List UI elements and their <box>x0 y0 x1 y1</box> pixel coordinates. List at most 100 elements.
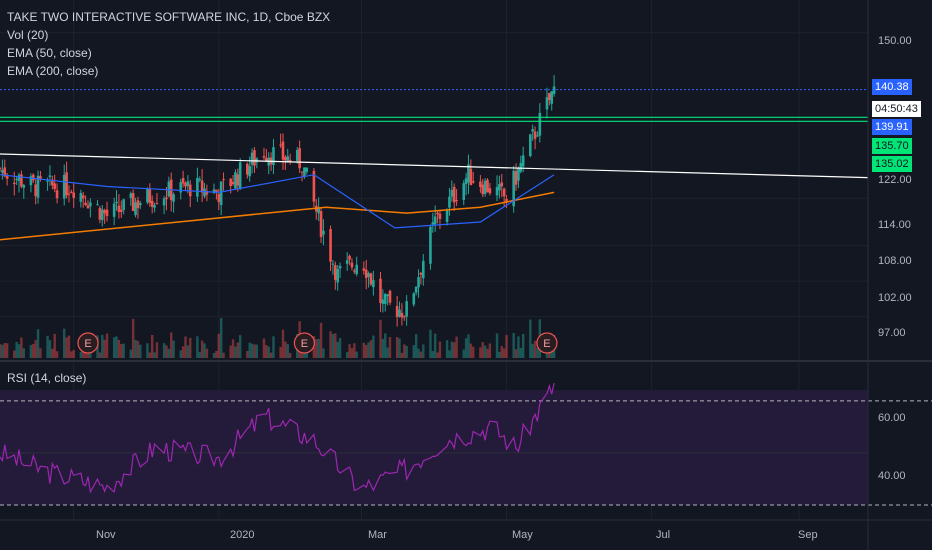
candle-body <box>514 171 518 185</box>
volume-bar <box>203 343 206 358</box>
candle-body <box>355 264 359 275</box>
volume-bar <box>79 351 83 358</box>
candle-body <box>345 260 349 264</box>
volume-legend[interactable]: Vol (20) <box>7 28 49 42</box>
volume-bar <box>315 339 318 358</box>
candle-body <box>205 190 209 195</box>
volume-bar <box>129 349 132 358</box>
candle-body <box>217 193 221 203</box>
volume-bar <box>438 341 442 358</box>
candle-body <box>329 229 332 262</box>
candle-body <box>46 180 49 182</box>
volume-bar <box>281 329 285 358</box>
candle-body <box>531 129 534 132</box>
volume-bar <box>467 334 470 358</box>
volume-bar <box>412 345 415 358</box>
candle-body <box>455 199 458 202</box>
volume-bar <box>196 336 199 358</box>
volume-bar <box>122 343 125 358</box>
volume-bar <box>65 337 68 358</box>
candle-body <box>288 159 292 162</box>
candle-body <box>53 183 56 190</box>
countdown-tag: 04:50:43 <box>872 101 921 117</box>
volume-bar <box>483 345 487 358</box>
volume-bar <box>450 341 454 358</box>
candle-body <box>381 299 385 304</box>
earnings-label: E <box>543 338 550 350</box>
volume-bar <box>267 346 270 358</box>
candle-body <box>486 179 489 193</box>
volume-bar <box>32 343 35 358</box>
ema50-legend[interactable]: EMA (50, close) <box>7 46 92 60</box>
volume-bar <box>417 348 420 358</box>
volume-bar <box>405 345 408 358</box>
candle-body <box>334 265 337 280</box>
volume-bar <box>55 351 59 358</box>
candle-body <box>17 174 21 181</box>
volume-bar <box>400 352 404 358</box>
candle-body <box>98 208 102 220</box>
volume-bar <box>462 349 465 358</box>
volume-bar <box>429 329 432 358</box>
candle-body <box>146 188 149 203</box>
volume-bar <box>355 351 358 358</box>
candle-body <box>400 312 404 318</box>
volume-bar <box>181 346 185 358</box>
candle-body <box>136 200 140 208</box>
candle-body <box>548 92 551 101</box>
candle-body <box>350 262 354 268</box>
rsi-legend[interactable]: RSI (14, close) <box>7 371 87 385</box>
volume-bar <box>13 350 16 358</box>
candle-body <box>412 293 416 305</box>
candle-body <box>229 178 232 187</box>
candle-body <box>272 147 275 166</box>
candle-body <box>284 157 287 161</box>
volume-bar <box>334 333 337 358</box>
candle-body <box>236 174 240 186</box>
candle-body <box>212 189 216 194</box>
volume-bar <box>139 344 142 358</box>
rsi-tick: 60.00 <box>878 412 906 424</box>
candle-body <box>234 172 237 189</box>
volume-bar <box>395 336 399 358</box>
candle-body <box>529 134 532 157</box>
candle-body <box>479 181 482 188</box>
volume-bar <box>346 352 349 358</box>
candle-body <box>502 188 506 197</box>
candle-body <box>172 194 175 202</box>
candle-body <box>464 178 468 185</box>
time-tick: Nov <box>96 529 116 541</box>
candle-body <box>279 144 282 146</box>
candle-body <box>181 178 185 184</box>
candle-body <box>179 182 183 193</box>
volume-bar <box>317 338 320 358</box>
volume-bar <box>512 333 515 358</box>
candle-body <box>533 131 537 139</box>
candle-body <box>338 265 342 269</box>
candle-body <box>550 91 554 104</box>
time-tick: Jul <box>656 529 671 541</box>
candle-body <box>5 174 9 179</box>
volume-bar <box>148 352 152 358</box>
candles <box>0 75 556 327</box>
ema200-legend[interactable]: EMA (200, close) <box>7 64 99 78</box>
candle-body <box>231 182 235 185</box>
volume-bar <box>262 338 266 358</box>
candle-body <box>481 184 485 195</box>
volume-bar <box>46 335 49 358</box>
volume-bar <box>455 336 458 358</box>
volume-bar <box>269 352 273 358</box>
volume-bar <box>422 344 425 358</box>
earnings-label: E <box>84 338 91 350</box>
candle-body <box>419 272 423 275</box>
volume-bar <box>131 318 135 358</box>
volume-bar <box>115 336 118 358</box>
volume-bar <box>120 344 123 358</box>
candle-body <box>70 191 73 193</box>
volume-bar <box>500 346 503 358</box>
volume-bar <box>472 346 475 358</box>
volume-bar <box>39 348 42 358</box>
volume-bar <box>436 352 439 358</box>
